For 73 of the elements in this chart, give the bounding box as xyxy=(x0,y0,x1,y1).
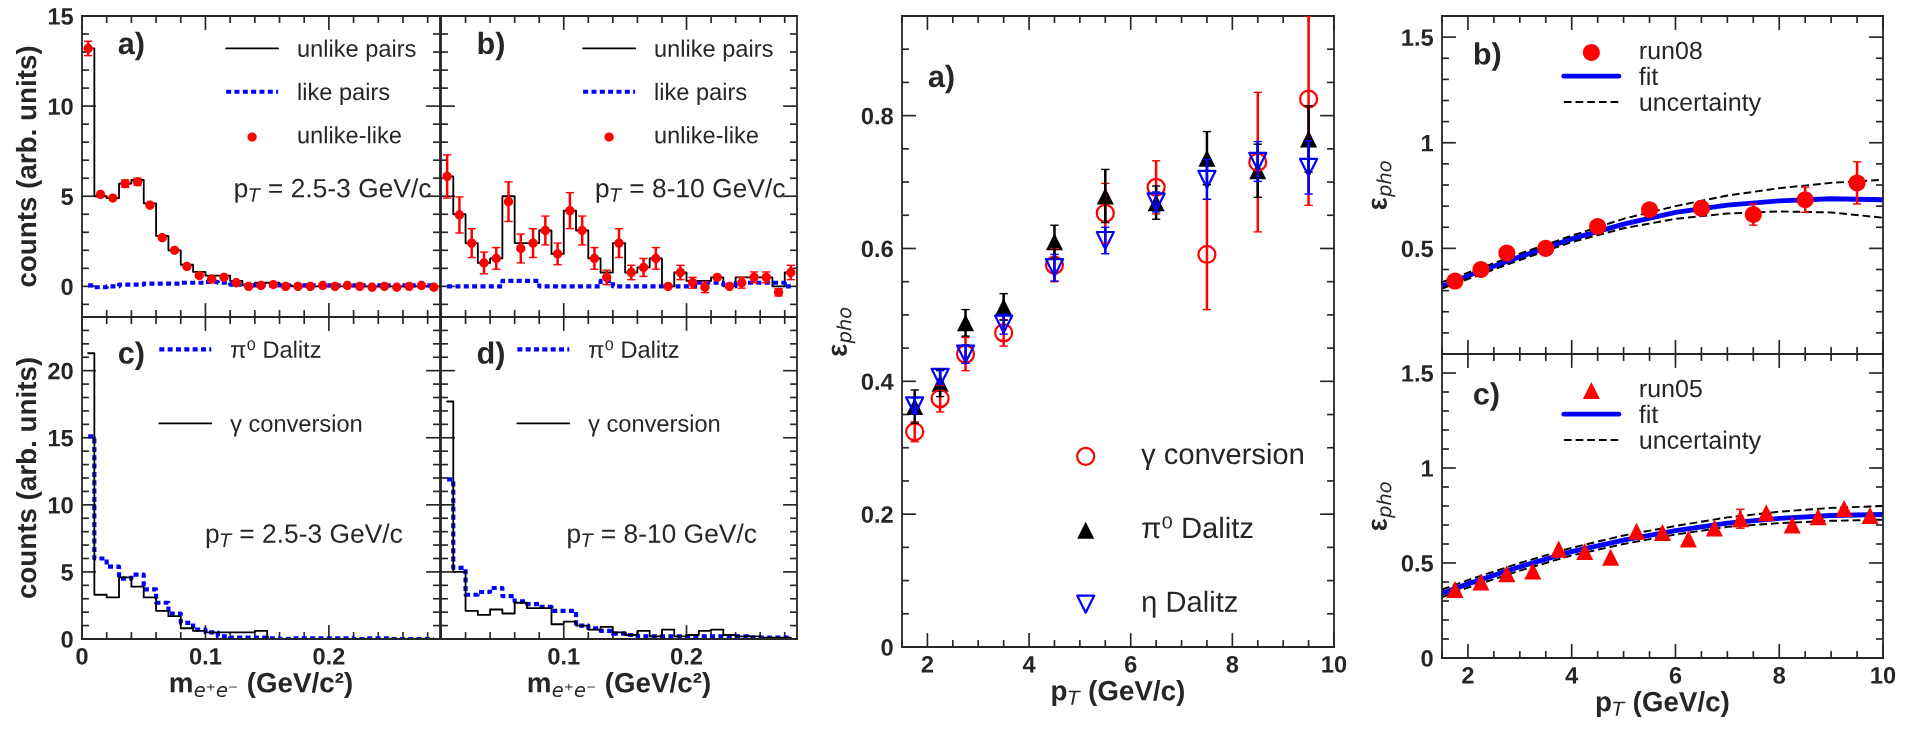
annotation: c) xyxy=(1474,382,1499,411)
x-tick-label: 4 xyxy=(1022,656,1036,673)
annotation: a) xyxy=(118,31,144,61)
legend-label: fit xyxy=(1639,404,1659,424)
legend-label: unlike pairs xyxy=(298,39,416,62)
annotation: p$_{T}$ = 2.5-3 GeV/c xyxy=(235,178,431,203)
annotation: d) xyxy=(477,341,504,370)
x-tick-label: 4 xyxy=(1565,667,1579,684)
x-tick-label: 6 xyxy=(1125,655,1137,673)
x-tick-label: 6 xyxy=(1669,666,1682,684)
annotation: p$_{T}$ = 8-10 GeV/c xyxy=(596,178,785,203)
x-tick-label: 0.2 xyxy=(671,647,702,665)
legend-label: π⁰ Dalitz xyxy=(231,340,321,358)
y-tick-label: 10 xyxy=(48,496,73,514)
y-axis-title: counts (arb. units) xyxy=(15,46,42,287)
y-tick-label: 0.5 xyxy=(1401,240,1434,258)
annotation: b) xyxy=(1474,42,1501,71)
legend-label: run08 xyxy=(1640,41,1702,60)
x-tick-label: 2 xyxy=(1462,666,1474,684)
x-axis-title: m$_{e⁺e⁻}$ (GeV/c²) xyxy=(170,672,352,699)
x-tick-label: 10 xyxy=(1322,655,1347,673)
x-tick-label: 8 xyxy=(1773,666,1786,684)
x-tick-label: 0.1 xyxy=(189,647,222,665)
legend-label: like pairs xyxy=(298,82,390,105)
y-tick-label: 1.5 xyxy=(1402,29,1434,46)
legend-label: unlike-like xyxy=(298,126,401,144)
x-axis-title: p$_{T}$ (GeV/c) xyxy=(1596,691,1729,718)
legend-label: run05 xyxy=(1640,379,1702,398)
legend-label: fit xyxy=(1639,66,1659,86)
y-tick-label: 1.5 xyxy=(1402,365,1434,382)
y-tick-label: 0.6 xyxy=(861,240,893,258)
y-tick-label: 0.4 xyxy=(861,373,894,391)
legend-label: unlike pairs xyxy=(655,39,773,62)
legend-label: γ conversion xyxy=(588,414,720,437)
legend-label: γ conversion xyxy=(230,414,362,437)
legend-label: uncertainty xyxy=(1640,92,1762,116)
x-axis-title: m$_{e⁺e⁻}$ (GeV/c²) xyxy=(528,672,710,699)
y-axis-title: counts (arb. units) xyxy=(15,358,42,599)
annotation: b) xyxy=(478,31,504,61)
legend-label: η Dalitz xyxy=(1142,590,1237,618)
x-tick-label: 0.1 xyxy=(548,647,580,665)
legend-label: γ conversion xyxy=(1141,442,1303,471)
y-tick-label: 0.2 xyxy=(861,506,893,523)
y-tick-label: 0.5 xyxy=(1401,555,1434,572)
x-tick-label: 2 xyxy=(921,655,934,673)
y-tick-label: 0 xyxy=(61,278,73,296)
y-tick-label: 1 xyxy=(1422,460,1434,477)
x-tick-label: 0 xyxy=(76,647,88,665)
y-tick-label: 1 xyxy=(1422,135,1434,152)
annotation: c) xyxy=(118,341,144,370)
y-tick-label: 20 xyxy=(48,362,73,380)
x-tick-label: 10 xyxy=(1871,666,1896,684)
y-axis-title: ε$_{pho}$ xyxy=(1371,482,1396,531)
annotation: p$_{T}$ = 2.5-3 GeV/c xyxy=(206,523,403,549)
legend-label: π⁰ Dalitz xyxy=(1142,516,1253,539)
y-tick-label: 15 xyxy=(48,430,74,447)
legend-label: unlike-like xyxy=(655,126,758,144)
x-axis-title: p$_{T}$ (GeV/c) xyxy=(1052,680,1184,707)
y-tick-label: 0 xyxy=(61,631,73,648)
y-tick-label: 15 xyxy=(48,8,74,25)
y-tick-label: 5 xyxy=(61,188,74,206)
x-tick-label: 0.2 xyxy=(313,647,345,665)
annotation: a) xyxy=(928,64,954,94)
legend-label: uncertainty xyxy=(1640,430,1762,454)
x-tick-label: 8 xyxy=(1226,655,1239,673)
y-tick-label: 5 xyxy=(61,564,74,581)
y-axis-title: ε$_{pho}$ xyxy=(1371,161,1396,210)
y-axis-title: ε$_{pho}$ xyxy=(831,307,856,356)
y-tick-label: 0.8 xyxy=(861,107,893,125)
y-tick-label: 10 xyxy=(48,98,73,115)
legend-label: like pairs xyxy=(655,82,747,105)
legend-label: π⁰ Dalitz xyxy=(589,340,679,358)
annotation: p$_{T}$ = 8-10 GeV/c xyxy=(568,523,757,549)
